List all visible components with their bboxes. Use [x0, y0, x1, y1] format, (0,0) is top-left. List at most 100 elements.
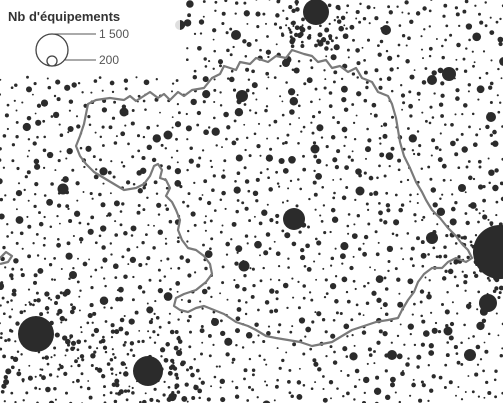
equipment-dot: [497, 36, 503, 43]
equipment-dot: [76, 280, 80, 284]
equipment-dot: [34, 182, 39, 187]
equipment-dot: [455, 67, 459, 71]
equipment-dot: [332, 178, 335, 181]
equipment-dot: [456, 360, 461, 365]
equipment-dot: [340, 77, 344, 81]
equipment-dot: [273, 119, 278, 124]
equipment-dot: [462, 57, 466, 61]
equipment-dot: [393, 219, 400, 226]
equipment-dot: [56, 375, 59, 378]
equipment-dot: [441, 55, 445, 60]
equipment-dot: [235, 343, 238, 347]
equipment-dot: [396, 54, 400, 58]
equipment-dot: [366, 5, 371, 10]
equipment-dot: [269, 309, 274, 314]
equipment-dot: [465, 47, 468, 50]
equipment-dot: [390, 89, 394, 93]
equipment-dot: [111, 116, 116, 120]
equipment-dot: [468, 125, 471, 129]
equipment-dot: [264, 300, 270, 305]
equipment-dot: [390, 341, 393, 344]
cluster-dot: [486, 112, 496, 122]
equipment-dot: [457, 166, 461, 170]
equipment-dot: [445, 353, 450, 358]
equipment-dot: [144, 392, 147, 395]
equipment-dot: [429, 105, 433, 109]
equipment-dot: [109, 80, 115, 86]
equipment-dot: [64, 354, 67, 357]
equipment-dot: [428, 25, 431, 28]
equipment-dot: [34, 193, 37, 196]
equipment-dot: [202, 100, 206, 104]
equipment-dot: [400, 203, 405, 207]
equipment-dot: [157, 268, 161, 272]
equipment-dot: [421, 383, 426, 388]
equipment-dot: [49, 225, 53, 229]
equipment-dot: [259, 279, 263, 283]
equipment-dot: [305, 243, 310, 249]
equipment-dot: [363, 59, 366, 62]
equipment-dot: [383, 220, 388, 225]
equipment-dot: [429, 177, 433, 181]
cluster-dot: [479, 294, 497, 312]
equipment-dot: [55, 294, 61, 300]
equipment-dot: [115, 296, 120, 302]
equipment-dot: [366, 127, 369, 131]
equipment-dot: [146, 306, 154, 314]
equipment-dot: [90, 91, 93, 94]
equipment-dot: [477, 98, 480, 101]
equipment-dot: [475, 344, 481, 350]
equipment-dot: [88, 345, 92, 349]
equipment-dot: [77, 81, 81, 85]
equipment-dot: [43, 194, 47, 197]
equipment-dot: [71, 168, 75, 172]
cluster-dot: [69, 271, 77, 279]
equipment-dot: [81, 358, 85, 362]
equipment-dot: [52, 111, 60, 119]
equipment-dot: [12, 198, 16, 201]
equipment-dot: [328, 91, 333, 95]
equipment-dot: [414, 220, 417, 223]
equipment-dot: [83, 339, 87, 343]
equipment-dot: [181, 395, 188, 402]
equipment-dot: [465, 23, 473, 30]
legend-circle-200: [46, 55, 58, 67]
equipment-dot: [449, 321, 455, 327]
equipment-dot: [402, 258, 405, 261]
equipment-dot: [401, 11, 404, 14]
equipment-dot: [302, 352, 306, 356]
equipment-dot: [456, 42, 461, 48]
equipment-dot: [379, 152, 385, 158]
equipment-dot: [301, 17, 305, 22]
equipment-dot: [163, 380, 166, 384]
equipment-dot: [245, 136, 249, 140]
equipment-dot: [201, 288, 208, 295]
equipment-dot: [289, 38, 295, 45]
equipment-dot: [233, 119, 237, 123]
equipment-dot: [187, 13, 192, 18]
equipment-dot: [234, 12, 237, 15]
equipment-dot: [322, 375, 325, 378]
equipment-dot: [151, 157, 157, 163]
equipment-dot: [463, 280, 468, 285]
equipment-dot: [338, 25, 344, 32]
equipment-dot: [186, 319, 190, 323]
equipment-dot: [316, 158, 322, 164]
equipment-dot: [355, 114, 358, 117]
cluster-dot: [473, 225, 503, 279]
equipment-dot: [57, 159, 61, 163]
equipment-dot: [476, 308, 479, 311]
equipment-dot: [231, 357, 236, 362]
cluster-dot: [163, 130, 173, 140]
equipment-dot: [112, 263, 119, 270]
equipment-dot: [131, 391, 135, 395]
equipment-dot: [387, 5, 391, 9]
equipment-dot: [209, 159, 212, 163]
equipment-dot: [69, 334, 74, 339]
equipment-dot: [90, 353, 96, 359]
equipment-dot: [0, 347, 3, 351]
equipment-dot: [297, 104, 301, 108]
equipment-dot: [248, 219, 252, 223]
equipment-dot: [76, 199, 79, 202]
equipment-dot: [165, 207, 170, 211]
